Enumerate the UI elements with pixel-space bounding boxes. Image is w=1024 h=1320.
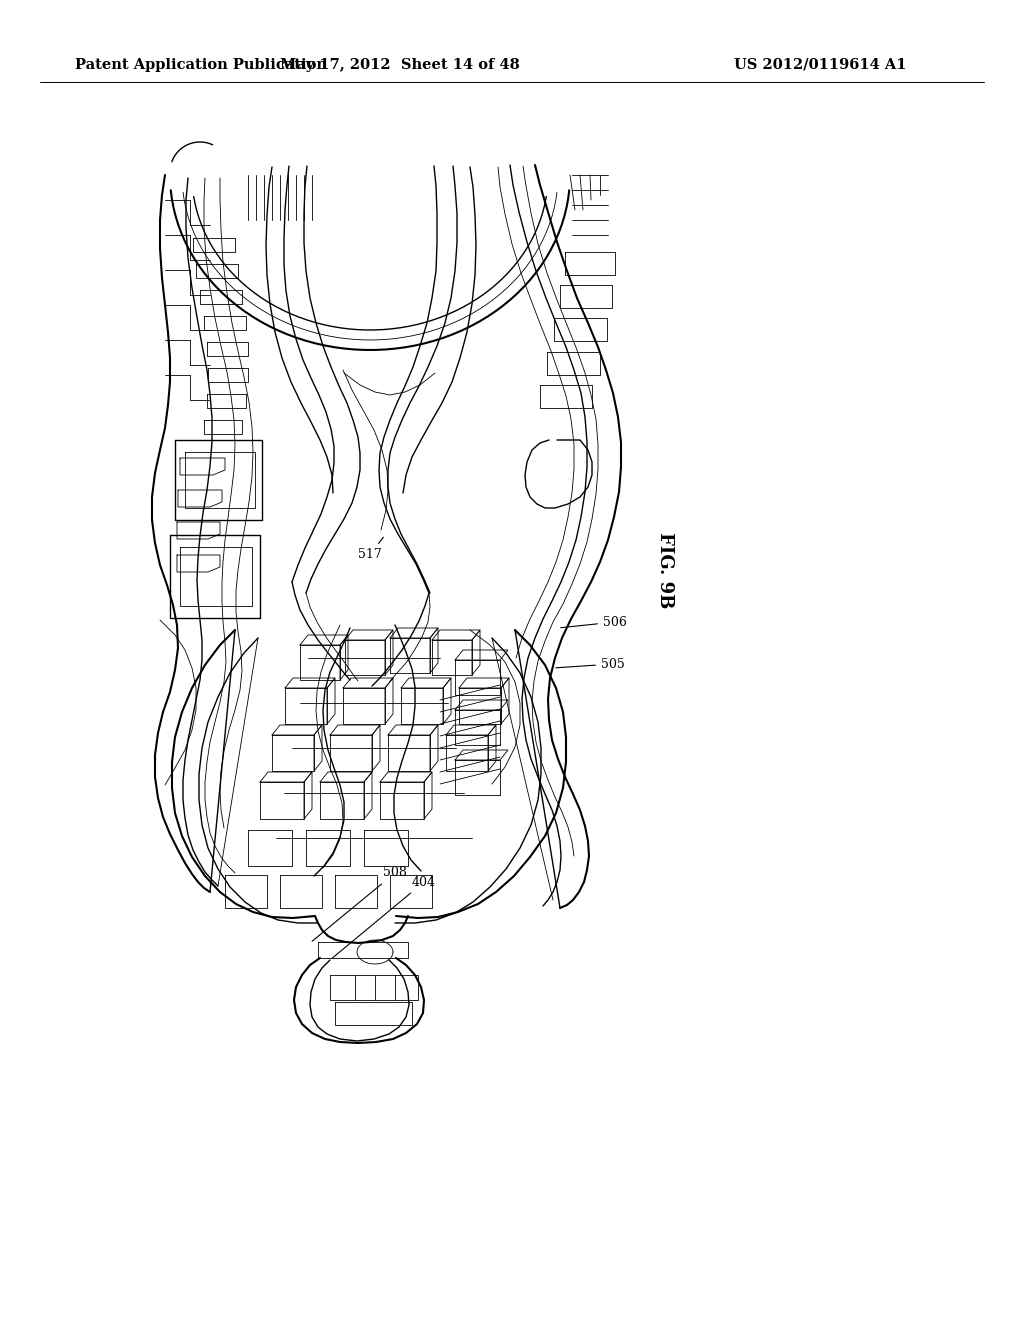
Text: FIG. 9B: FIG. 9B — [656, 532, 674, 609]
Polygon shape — [501, 678, 509, 723]
Polygon shape — [390, 875, 432, 908]
Text: 517: 517 — [358, 537, 383, 561]
Polygon shape — [304, 772, 312, 818]
Polygon shape — [335, 875, 377, 908]
Polygon shape — [364, 830, 408, 866]
Polygon shape — [401, 688, 443, 723]
Polygon shape — [272, 735, 314, 771]
Polygon shape — [335, 1002, 412, 1026]
Polygon shape — [446, 725, 496, 735]
Polygon shape — [388, 735, 430, 771]
Polygon shape — [560, 285, 612, 308]
Polygon shape — [204, 315, 246, 330]
Polygon shape — [446, 735, 488, 771]
Polygon shape — [455, 760, 500, 795]
Polygon shape — [547, 352, 600, 375]
Polygon shape — [319, 772, 372, 781]
Polygon shape — [177, 554, 220, 572]
Polygon shape — [380, 772, 432, 781]
Polygon shape — [424, 772, 432, 818]
Polygon shape — [260, 772, 312, 781]
Polygon shape — [430, 628, 438, 673]
Polygon shape — [455, 750, 508, 760]
Polygon shape — [364, 772, 372, 818]
Text: Patent Application Publication: Patent Application Publication — [75, 58, 327, 73]
Polygon shape — [472, 630, 480, 675]
Polygon shape — [343, 678, 393, 688]
Polygon shape — [204, 420, 242, 434]
Polygon shape — [385, 630, 393, 675]
Polygon shape — [200, 290, 242, 304]
Polygon shape — [170, 535, 260, 618]
Polygon shape — [459, 688, 501, 723]
Polygon shape — [319, 781, 364, 818]
Polygon shape — [306, 830, 350, 866]
Polygon shape — [401, 678, 451, 688]
Polygon shape — [432, 630, 480, 640]
Polygon shape — [300, 645, 340, 680]
Polygon shape — [554, 318, 607, 341]
Polygon shape — [430, 725, 438, 771]
Polygon shape — [314, 725, 322, 771]
Polygon shape — [385, 678, 393, 723]
Polygon shape — [459, 678, 509, 688]
Polygon shape — [540, 385, 592, 408]
Polygon shape — [272, 725, 322, 735]
Text: May 17, 2012  Sheet 14 of 48: May 17, 2012 Sheet 14 of 48 — [281, 58, 520, 73]
Polygon shape — [565, 252, 615, 275]
Text: 404: 404 — [332, 875, 436, 958]
Polygon shape — [260, 781, 304, 818]
Polygon shape — [372, 725, 380, 771]
Polygon shape — [455, 700, 508, 710]
Text: 505: 505 — [556, 657, 625, 671]
Polygon shape — [208, 368, 248, 381]
Polygon shape — [180, 546, 252, 606]
Polygon shape — [285, 688, 327, 723]
Polygon shape — [175, 440, 262, 520]
Polygon shape — [388, 725, 438, 735]
Polygon shape — [390, 638, 430, 673]
Polygon shape — [343, 688, 385, 723]
Polygon shape — [225, 875, 267, 908]
Polygon shape — [432, 640, 472, 675]
Polygon shape — [327, 678, 335, 723]
Polygon shape — [285, 678, 335, 688]
Polygon shape — [207, 393, 246, 408]
Polygon shape — [345, 630, 393, 640]
Polygon shape — [455, 710, 500, 744]
Polygon shape — [455, 649, 508, 660]
Polygon shape — [443, 678, 451, 723]
Polygon shape — [196, 264, 238, 279]
Polygon shape — [193, 238, 234, 252]
Polygon shape — [390, 628, 438, 638]
Polygon shape — [178, 490, 222, 507]
Polygon shape — [180, 458, 225, 475]
Polygon shape — [330, 735, 372, 771]
Polygon shape — [280, 875, 322, 908]
Polygon shape — [300, 635, 348, 645]
Polygon shape — [185, 451, 255, 508]
Text: US 2012/0119614 A1: US 2012/0119614 A1 — [734, 58, 906, 73]
Text: 506: 506 — [561, 615, 627, 628]
Polygon shape — [177, 521, 220, 539]
Polygon shape — [380, 781, 424, 818]
Polygon shape — [345, 640, 385, 675]
Polygon shape — [488, 725, 496, 771]
Polygon shape — [340, 635, 348, 680]
Text: 508: 508 — [312, 866, 407, 941]
Polygon shape — [248, 830, 292, 866]
Polygon shape — [318, 942, 408, 958]
Polygon shape — [207, 342, 248, 356]
Polygon shape — [455, 660, 500, 696]
Polygon shape — [330, 975, 418, 1001]
Polygon shape — [330, 725, 380, 735]
